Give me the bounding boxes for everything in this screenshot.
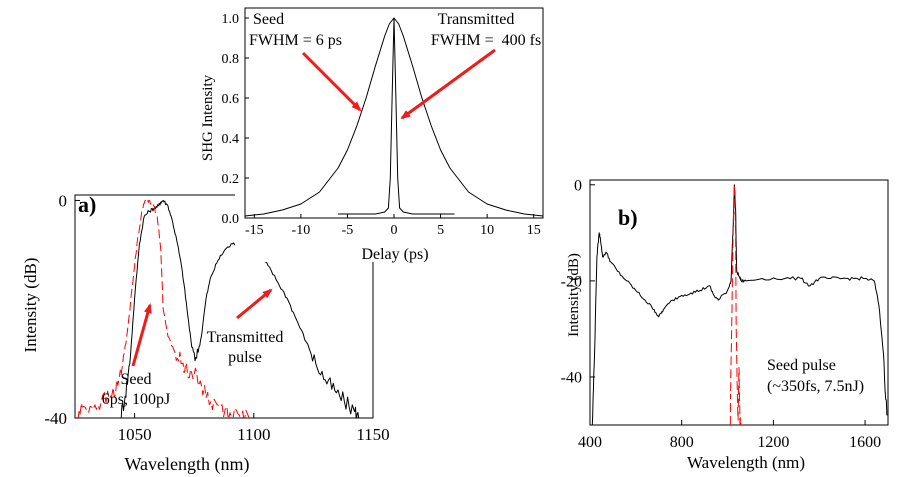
inset-transmitted-label-line1: Transmitted xyxy=(438,11,515,28)
inset-ytick-label: 0.8 xyxy=(222,52,240,67)
a-xtick-label: 1050 xyxy=(118,425,152,444)
inset-xtick-label: 15 xyxy=(527,223,541,238)
panel-b-label: b) xyxy=(618,205,638,230)
panel-a-seed-note-line1: Seed xyxy=(120,371,151,388)
panel-b-ticks: 400 800 1200 1600 -40 -20 0 xyxy=(561,177,881,451)
panel-b-frame xyxy=(589,179,889,426)
a-ytick-label: -40 xyxy=(44,409,67,428)
inset-xtick-label: -15 xyxy=(245,223,264,238)
panel-a-label: a) xyxy=(78,192,96,217)
a-series-transmitted-pulse xyxy=(120,199,360,418)
inset-ytick-label: 0.2 xyxy=(222,172,240,187)
b-xtick-label: 1600 xyxy=(849,434,881,451)
panel-a: 1050 1100 1150 -40 0 a) Wavelength (nm) Inte… xyxy=(21,191,390,475)
inset-ticks: -15 -10 -5 0 5 10 15 0.0 0.2 0.4 0.6 0.8 1.0 xyxy=(222,12,541,238)
panel-b-ylabel: Intensity (dB) xyxy=(566,253,582,337)
inset-xtick-label: -5 xyxy=(342,223,354,238)
b-xtick-label: 1200 xyxy=(757,434,789,451)
b-series-seed-pulse xyxy=(729,184,742,425)
inset-series-transmitted xyxy=(338,17,455,215)
panel-a-transmitted-note-line2: pulse xyxy=(228,349,262,366)
inset-transmitted-arrow xyxy=(400,48,496,120)
inset-transmitted-label-line2: FWHM = 400 fs xyxy=(431,32,541,49)
inset-panel: -15 -10 -5 0 5 10 15 0.0 0.2 0.4 0.6 0.8 1.0 Delay (… xyxy=(200,0,565,263)
inset-xlabel: Delay (ps) xyxy=(361,246,428,263)
b-ytick-label: 0 xyxy=(574,177,582,194)
inset-ytick-label: 0.4 xyxy=(222,132,240,147)
panel-a-seed-arrow xyxy=(131,303,152,367)
panel-a-transmitted-note-line1: Transmitted xyxy=(207,329,284,346)
panel-b-plot-area xyxy=(591,184,888,425)
panel-a-ticks: 1050 1100 1150 -40 0 xyxy=(44,191,389,444)
b-ytick-label: -40 xyxy=(561,370,582,387)
a-ytick-label: 0 xyxy=(59,191,68,210)
inset-seed-label-line2: FWHM = 6 ps xyxy=(249,32,342,49)
inset-plot-area xyxy=(245,17,543,217)
b-series-transmitted xyxy=(591,184,888,425)
a-xtick-label: 1150 xyxy=(356,425,389,444)
panel-b-xlabel: Wavelength (nm) xyxy=(687,453,805,472)
inset-xtick-label: 10 xyxy=(480,223,494,238)
inset-xtick-label: 0 xyxy=(391,223,398,238)
panel-a-plot-area xyxy=(77,199,360,418)
panel-a-xlabel: Wavelength (nm) xyxy=(124,454,249,475)
b-xtick-label: 400 xyxy=(578,434,602,451)
panel-a-ylabel: Intensity (dB) xyxy=(21,258,40,353)
a-xtick-label: 1100 xyxy=(237,425,270,444)
b-ytick-label: -20 xyxy=(561,273,582,290)
inset-ytick-label: 0.6 xyxy=(222,92,240,107)
panel-a-seed-note-line2: 6ps, 100pJ xyxy=(102,391,170,408)
panel-b-seed-note-line1: Seed pulse xyxy=(767,357,836,374)
b-xtick-label: 800 xyxy=(670,434,694,451)
inset-seed-label-line1: Seed xyxy=(253,11,284,28)
inset-seed-arrow xyxy=(301,51,362,112)
inset-ylabel: SHG Intensity xyxy=(200,74,216,161)
a-series-seed xyxy=(77,199,250,418)
panel-b-seed-note-line2: (~350fs, 7.5nJ) xyxy=(767,378,864,395)
panel-a-transmitted-arrow xyxy=(236,288,273,320)
inset-ytick-label: 1.0 xyxy=(222,12,240,27)
panel-a-frame xyxy=(74,194,374,419)
inset-xtick-label: -10 xyxy=(292,223,311,238)
inset-xtick-label: 5 xyxy=(437,223,444,238)
panel-b: 400 800 1200 1600 -40 -20 0 b) Wavelength (nm)… xyxy=(561,177,889,472)
inset-ytick-label: 0.0 xyxy=(222,212,240,227)
